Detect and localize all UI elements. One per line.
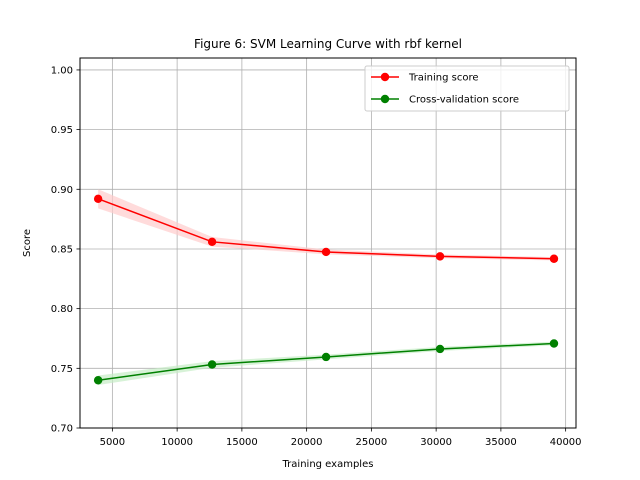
plot-area xyxy=(79,57,577,429)
y-tick-label: 0.90 xyxy=(51,185,73,196)
x-tick-label: 40000 xyxy=(550,437,582,448)
x-tick-label: 5000 xyxy=(100,437,125,448)
cross-validation-score-point xyxy=(435,344,445,354)
training-score-point xyxy=(93,194,103,204)
x-tick-label: 25000 xyxy=(355,437,387,448)
x-tick-label: 15000 xyxy=(226,437,258,448)
y-tick-label: 0.80 xyxy=(51,304,73,315)
plot-frame xyxy=(79,57,577,429)
y-tick-label: 0.85 xyxy=(51,244,73,255)
x-tick-label: 30000 xyxy=(420,437,452,448)
cross-validation-score-point xyxy=(321,352,331,362)
training-score-point xyxy=(207,237,217,247)
y-axis-label: Score xyxy=(22,229,33,257)
y-tick-label: 0.70 xyxy=(51,424,73,435)
y-tick-label: 1.00 xyxy=(51,65,73,76)
x-tick-label: 35000 xyxy=(485,437,517,448)
chart-title: Figure 6: SVM Learning Curve with rbf ke… xyxy=(194,37,462,51)
training-score-legend-label: Training score xyxy=(408,73,479,84)
cross-validation-score-legend-marker xyxy=(380,94,390,104)
legend: Training score Cross-validation score xyxy=(364,65,570,112)
cross-validation-score-legend-label: Cross-validation score xyxy=(409,95,519,106)
y-axis: 0.70 0.75 0.80 0.85 0.90 0.95 1.00 xyxy=(51,65,80,435)
x-axis-label: Training examples xyxy=(282,459,374,470)
cross-validation-score-point xyxy=(549,339,559,348)
x-tick-label: 10000 xyxy=(161,437,193,448)
legend-box xyxy=(364,65,570,112)
cross-validation-score-point xyxy=(93,376,103,385)
x-tick-label: 20000 xyxy=(291,437,323,448)
training-score-point xyxy=(321,247,331,257)
series-points xyxy=(93,194,559,385)
training-score-point xyxy=(549,254,559,263)
y-tick-label: 0.75 xyxy=(51,364,73,375)
training-score-legend-marker xyxy=(380,72,390,82)
training-score-point xyxy=(435,252,445,261)
x-axis: 5000 10000 15000 20000 25000 30000 35000 40000 xyxy=(100,428,582,448)
cross-validation-score-point xyxy=(207,360,217,369)
y-tick-label: 0.95 xyxy=(51,125,73,136)
